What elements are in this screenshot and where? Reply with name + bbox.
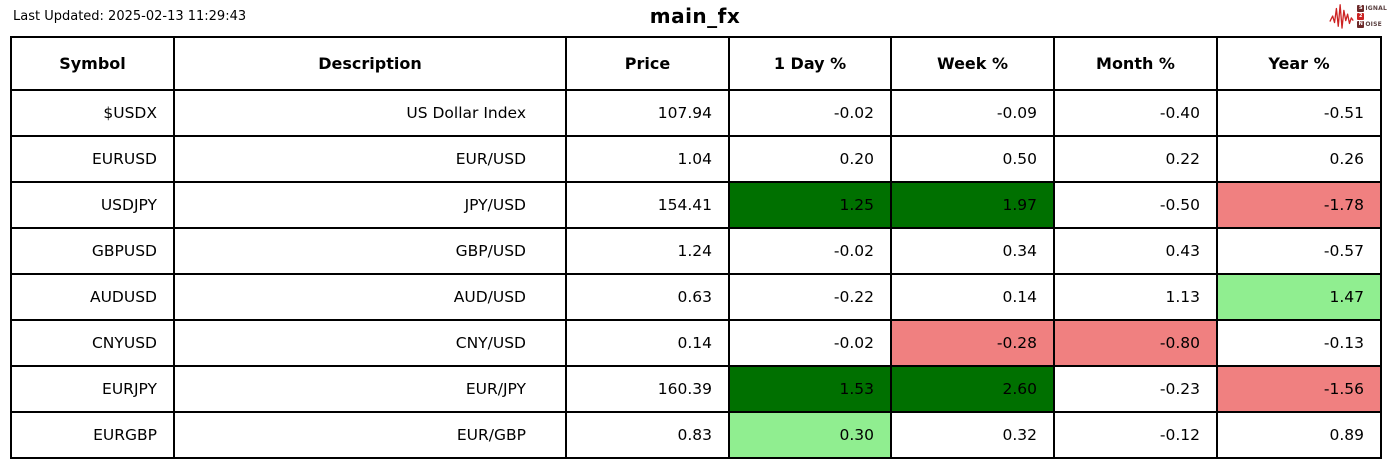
month-change-cell: -0.40 <box>1053 89 1218 137</box>
table-row: $USDX US Dollar Index 107.94 -0.02 -0.09… <box>10 89 1382 137</box>
year-change-cell: -0.51 <box>1216 89 1382 137</box>
year-change-cell: -0.13 <box>1216 319 1382 367</box>
symbol-cell: EURJPY <box>10 365 175 413</box>
month-change-cell: -0.80 <box>1053 319 1218 367</box>
table-row: EURJPY EUR/JPY 160.39 1.53 2.60 -0.23 -1… <box>10 365 1382 413</box>
waveform-icon <box>1328 2 1356 30</box>
month-change-cell: -0.12 <box>1053 411 1218 459</box>
table-row: AUDUSD AUD/USD 0.63 -0.22 0.14 1.13 1.47 <box>10 273 1382 321</box>
year-change-cell: 0.26 <box>1216 135 1382 183</box>
description-cell: EUR/USD <box>173 135 567 183</box>
day-change-cell: -0.22 <box>728 273 892 321</box>
last-updated-label: Last Updated: 2025-02-13 11:29:43 <box>13 9 247 24</box>
price-cell: 160.39 <box>565 365 730 413</box>
day-change-cell: -0.02 <box>728 89 892 137</box>
symbol-cell: CNYUSD <box>10 319 175 367</box>
col-header-year: Year % <box>1216 36 1382 91</box>
page-title: main_fx <box>649 4 741 28</box>
col-header-month: Month % <box>1053 36 1218 91</box>
week-change-cell: 1.97 <box>890 181 1055 229</box>
logo-letter-s: S <box>1357 4 1365 12</box>
table-row: EURGBP EUR/GBP 0.83 0.30 0.32 -0.12 0.89 <box>10 411 1382 459</box>
table-row: USDJPY JPY/USD 154.41 1.25 1.97 -0.50 -1… <box>10 181 1382 229</box>
year-change-cell: -1.56 <box>1216 365 1382 413</box>
week-change-cell: 0.34 <box>890 227 1055 275</box>
logo-text: S IGNAL 2 N OISE <box>1357 4 1387 28</box>
day-change-cell: 1.53 <box>728 365 892 413</box>
fx-table: Symbol Description Price 1 Day % Week % … <box>10 36 1382 459</box>
price-cell: 0.83 <box>565 411 730 459</box>
description-cell: EUR/GBP <box>173 411 567 459</box>
description-cell: CNY/USD <box>173 319 567 367</box>
symbol-cell: GBPUSD <box>10 227 175 275</box>
symbol-cell: AUDUSD <box>10 273 175 321</box>
logo-line-signal: S IGNAL <box>1357 4 1387 12</box>
year-change-cell: 0.89 <box>1216 411 1382 459</box>
col-header-description: Description <box>173 36 567 91</box>
price-cell: 0.14 <box>565 319 730 367</box>
week-change-cell: 2.60 <box>890 365 1055 413</box>
year-change-cell: 1.47 <box>1216 273 1382 321</box>
symbol-cell: $USDX <box>10 89 175 137</box>
week-change-cell: -0.28 <box>890 319 1055 367</box>
logo-line-two: 2 <box>1357 12 1387 20</box>
col-header-price: Price <box>565 36 730 91</box>
month-change-cell: -0.23 <box>1053 365 1218 413</box>
price-cell: 1.04 <box>565 135 730 183</box>
description-cell: JPY/USD <box>173 181 567 229</box>
price-cell: 154.41 <box>565 181 730 229</box>
description-cell: GBP/USD <box>173 227 567 275</box>
day-change-cell: 1.25 <box>728 181 892 229</box>
col-header-symbol: Symbol <box>10 36 175 91</box>
symbol-cell: USDJPY <box>10 181 175 229</box>
year-change-cell: -1.78 <box>1216 181 1382 229</box>
price-cell: 0.63 <box>565 273 730 321</box>
month-change-cell: -0.50 <box>1053 181 1218 229</box>
month-change-cell: 1.13 <box>1053 273 1218 321</box>
table-header-row: Symbol Description Price 1 Day % Week % … <box>10 36 1382 91</box>
symbol-cell: EURUSD <box>10 135 175 183</box>
col-header-day: 1 Day % <box>728 36 892 91</box>
week-change-cell: 0.14 <box>890 273 1055 321</box>
logo-line-noise: N OISE <box>1357 20 1382 28</box>
table-body: $USDX US Dollar Index 107.94 -0.02 -0.09… <box>10 89 1382 459</box>
logo-letter-2: 2 <box>1357 12 1365 20</box>
description-cell: EUR/JPY <box>173 365 567 413</box>
price-cell: 107.94 <box>565 89 730 137</box>
day-change-cell: 0.20 <box>728 135 892 183</box>
day-change-cell: -0.02 <box>728 319 892 367</box>
week-change-cell: -0.09 <box>890 89 1055 137</box>
col-header-week: Week % <box>890 36 1055 91</box>
table-row: CNYUSD CNY/USD 0.14 -0.02 -0.28 -0.80 -0… <box>10 319 1382 367</box>
month-change-cell: 0.22 <box>1053 135 1218 183</box>
week-change-cell: 0.32 <box>890 411 1055 459</box>
table-row: GBPUSD GBP/USD 1.24 -0.02 0.34 0.43 -0.5… <box>10 227 1382 275</box>
description-cell: AUD/USD <box>173 273 567 321</box>
day-change-cell: 0.30 <box>728 411 892 459</box>
description-cell: US Dollar Index <box>173 89 567 137</box>
price-cell: 1.24 <box>565 227 730 275</box>
symbol-cell: EURGBP <box>10 411 175 459</box>
logo-letter-n: N <box>1357 20 1365 28</box>
year-change-cell: -0.57 <box>1216 227 1382 275</box>
signal2noise-logo: S IGNAL 2 N OISE <box>1328 2 1387 30</box>
month-change-cell: 0.43 <box>1053 227 1218 275</box>
day-change-cell: -0.02 <box>728 227 892 275</box>
table-row: EURUSD EUR/USD 1.04 0.20 0.50 0.22 0.26 <box>10 135 1382 183</box>
week-change-cell: 0.50 <box>890 135 1055 183</box>
